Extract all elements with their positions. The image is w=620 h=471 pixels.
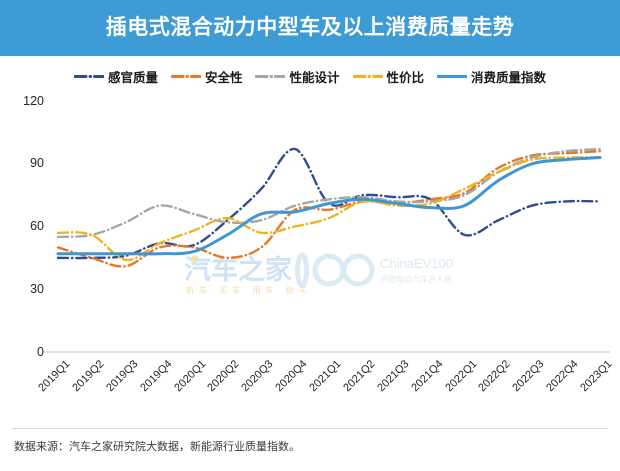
legend-label: 性价比 <box>386 70 425 85</box>
y-tick-label: 120 <box>23 94 44 108</box>
header-banner: 插电式混合动力中型车及以上消费质量走势 <box>0 0 620 56</box>
x-axis: 2019Q1 2019Q2 2019Q3 2019Q4 2020Q1 2020Q2 2020… <box>0 352 620 422</box>
chart-legend: 感官质量 安全性 性能设计 性价比 消费质量指数 <box>0 63 620 89</box>
page-title: 插电式混合动力中型车及以上消费质量走势 <box>105 16 515 39</box>
series-line-消费质量指数 <box>56 155 602 256</box>
legend-label: 安全性 <box>204 70 243 85</box>
chart-svg <box>44 147 610 353</box>
legend-label: 性能设计 <box>289 70 340 85</box>
chart-plot-area <box>0 90 620 365</box>
solid-line-icon <box>437 71 468 82</box>
dash-dot-line-icon <box>352 71 383 82</box>
legend-label: 消费质量指数 <box>471 70 547 85</box>
series-line-性价比 <box>56 156 602 262</box>
legend-label: 感官质量 <box>107 70 158 85</box>
legend-item-4[interactable]: 消费质量指数 <box>437 67 546 86</box>
y-tick-label: 60 <box>30 219 44 233</box>
dash-dot-line-icon <box>170 71 201 82</box>
legend-item-3[interactable]: 性价比 <box>352 67 425 86</box>
series-line-性能设计 <box>56 147 602 239</box>
legend-item-2[interactable]: 性能设计 <box>255 67 340 86</box>
legend-item-1[interactable]: 安全性 <box>170 67 243 86</box>
y-tick-label: 90 <box>30 156 44 170</box>
footer-divider <box>12 428 608 429</box>
dash-dot-line-icon <box>73 71 104 82</box>
legend-item-0[interactable]: 感官质量 <box>73 67 158 86</box>
source-note: 数据来源：汽车之家研究院大数据，新能源行业质量指数。 <box>14 441 300 453</box>
series-layer <box>56 147 602 268</box>
y-tick-label: 0 <box>37 345 44 359</box>
y-tick-label: 30 <box>30 282 44 296</box>
y-axis: 120 90 60 30 0 <box>0 90 44 365</box>
dash-dot-line-icon <box>255 71 286 82</box>
